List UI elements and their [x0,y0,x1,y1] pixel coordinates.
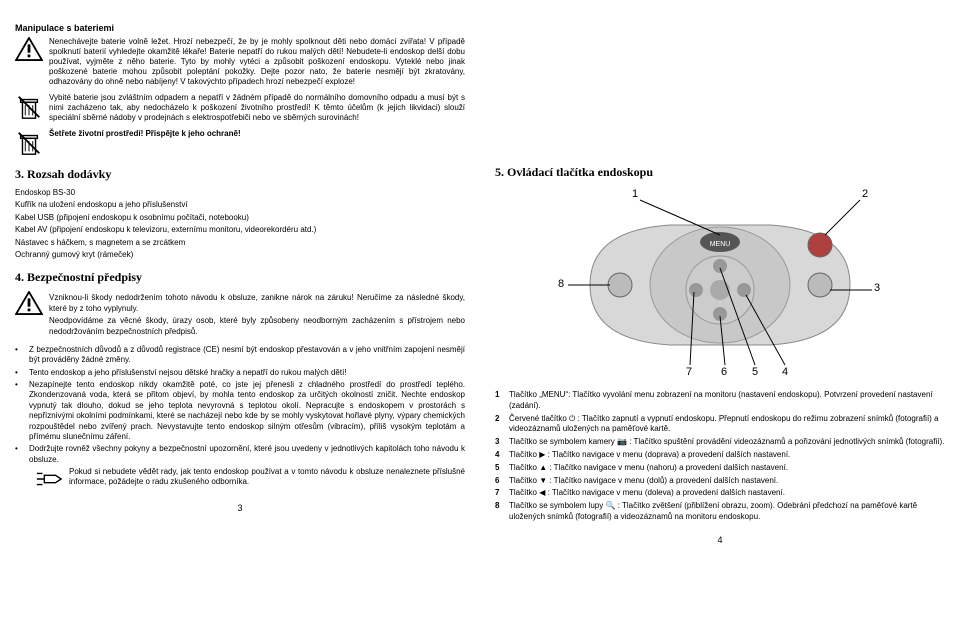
safety-bullet: •Nezapínejte tento endoskop nikdy okamži… [15,380,465,442]
diagram-label-2: 2 [862,188,868,200]
recycle-note-2: Šetřete životní prostředí! Přispějte k j… [15,129,465,157]
warning-batteries-text: Nenechávejte baterie volně ležet. Hrozí … [49,37,465,87]
heading-manipulace: Manipulace s bateriemi [15,23,465,33]
page-number-right: 4 [495,535,945,545]
page-left: Manipulace s bateriemi Nenechávejte bate… [15,15,465,545]
button-desc: 2Červené tlačítko ⏻ : Tlačítko zapnutí a… [495,414,945,436]
warning-safety-text: Vzniknou-li škody nedodržením tohoto náv… [49,291,465,339]
diagram-label-5: 5 [752,366,758,378]
supply-item: Kufřík na uložení endoskopu a jeho přísl… [15,200,465,210]
supply-list: Endoskop BS-30 Kufřík na uložení endoskop… [15,188,465,260]
button-desc: 1Tlačítko „MENU“: Tlačítko vyvolání menu… [495,390,945,412]
recycle-note-2-text: Šetřete životní prostředí! Přispějte k j… [49,129,465,139]
hint-finger: Pokud si nebudete vědět rady, jak tento … [35,467,465,491]
safety-bullet: •Dodržujte rovněž všechny pokyny a bezpe… [15,444,465,465]
button-descriptions: 1Tlačítko „MENU“: Tlačítko vyvolání menu… [495,390,945,523]
trash-icon [15,129,43,157]
diagram-label-8: 8 [558,278,564,290]
diagram-label-4: 4 [782,366,788,378]
diagram-label-1: 1 [632,188,638,200]
device-diagram: MENU 1 2 3 4 5 6 [560,190,880,380]
top-spacer [495,15,945,155]
warning-batteries: Nenechávejte baterie volně ležet. Hrozí … [15,37,465,87]
page-right: 5. Ovládací tlačítka endoskopu MENU [495,15,945,545]
supply-item: Ochranný gumový kryt (rámeček) [15,250,465,260]
heading-5: 5. Ovládací tlačítka endoskopu [495,165,945,180]
recycle-note-1: Vybité baterie jsou zvláštním odpadem a … [15,93,465,123]
diagram-label-3: 3 [874,282,880,294]
diagram-label-6: 6 [721,366,727,378]
hint-finger-text: Pokud si nebudete vědět rady, jak tento … [69,467,465,487]
warning-icon [15,291,43,315]
button-desc: 5Tlačítko ▲ : Tlačítko navigace v menu (… [495,463,945,474]
supply-item: Kabel USB (připojení endoskopu k osobním… [15,213,465,223]
safety-bullets: •Z bezpečnostních důvodů a z důvodů regi… [15,345,465,465]
warning-safety: Vzniknou-li škody nedodržením tohoto náv… [15,291,465,339]
page-number-left: 3 [15,503,465,513]
button-desc: 6Tlačítko ▼ : Tlačítko navigace v menu (… [495,476,945,487]
diagram-label-7: 7 [686,366,692,378]
svg-text:MENU: MENU [710,241,731,248]
supply-item: Kabel AV (připojení endoskopu k televizo… [15,225,465,235]
trash-icon [15,93,43,121]
safety-bullet: •Tento endoskop a jeho příslušenství nej… [15,368,465,378]
warning-icon [15,37,43,61]
safety-bullet: •Z bezpečnostních důvodů a z důvodů regi… [15,345,465,366]
heading-4: 4. Bezpečnostní předpisy [15,270,465,285]
button-desc: 3Tlačítko se symbolem kamery 📷 : Tlačítk… [495,437,945,448]
supply-item: Nástavec s háčkem, s magnetem a se zrcát… [15,238,465,248]
button-desc: 8Tlačítko se symbolem lupy 🔍 : Tlačítko … [495,501,945,523]
supply-item: Endoskop BS-30 [15,188,465,198]
recycle-note-1-text: Vybité baterie jsou zvláštním odpadem a … [49,93,465,123]
button-desc: 4Tlačítko ▶ : Tlačítko navigace v menu (… [495,450,945,461]
pointing-hand-icon [35,467,63,491]
button-desc: 7Tlačítko ◀ : Tlačítko navigace v menu (… [495,488,945,499]
heading-3: 3. Rozsah dodávky [15,167,465,182]
